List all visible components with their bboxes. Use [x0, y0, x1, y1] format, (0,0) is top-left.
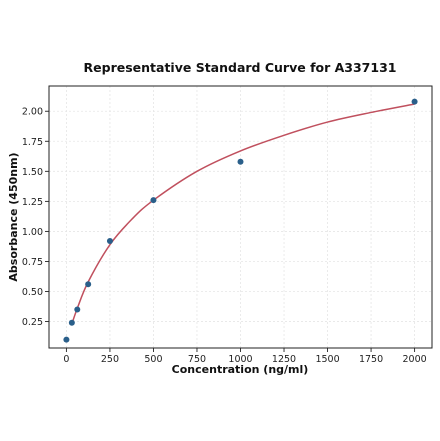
data-point [106, 238, 113, 245]
y-axis-label: Absorbance (450nm) [7, 152, 20, 281]
y-tick-label: 1.50 [22, 167, 43, 178]
grid [49, 86, 432, 348]
x-axis-label: Concentration (ng/ml) [172, 363, 309, 376]
x-tick-label: 500 [144, 354, 162, 365]
x-tick-label: 0 [63, 354, 69, 365]
y-tick-label: 1.75 [22, 137, 43, 148]
x-tick-label: 1000 [228, 354, 252, 365]
plot-frame [48, 85, 433, 349]
y-tick-label: 2.00 [22, 107, 43, 118]
data-point [237, 158, 244, 165]
y-tick-label: 1.00 [22, 227, 43, 238]
x-tick-label: 2000 [402, 354, 426, 365]
data-points-layer [63, 98, 418, 343]
data-point [85, 281, 92, 288]
chart-title: Representative Standard Curve for A33713… [84, 60, 397, 75]
y-tick-label: 1.25 [22, 197, 43, 208]
x-tick-label: 1250 [272, 354, 296, 365]
x-axis: 0 250 500 750 1000 1250 1500 1750 2000 [63, 348, 427, 365]
fit-curve [71, 103, 415, 325]
x-tick-label: 1500 [315, 354, 339, 365]
y-tick-label: 0.50 [22, 287, 43, 298]
x-tick-label: 1750 [359, 354, 383, 365]
fit-curve-layer [71, 103, 415, 325]
data-point [411, 98, 418, 105]
y-tick-label: 0.75 [22, 257, 43, 268]
x-tick-label: 750 [188, 354, 206, 365]
data-point [63, 336, 70, 343]
x-tick-label: 250 [101, 354, 119, 365]
y-tick-label: 0.25 [22, 317, 43, 328]
data-point [74, 306, 81, 313]
data-point [68, 319, 75, 326]
y-axis: 0.25 0.50 0.75 1.00 1.25 1.50 1.75 2.00 [22, 107, 49, 328]
data-point [150, 197, 157, 204]
